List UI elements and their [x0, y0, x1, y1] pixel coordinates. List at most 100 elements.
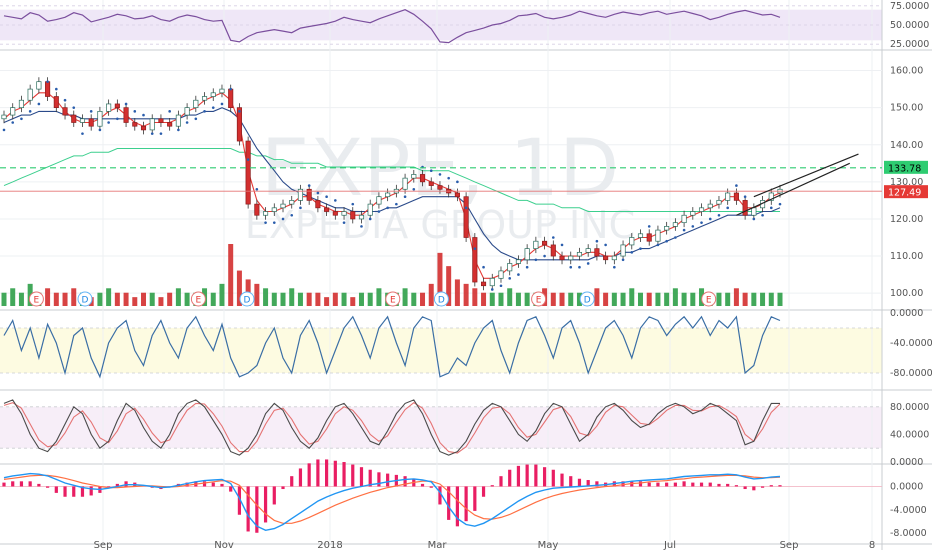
- candle-body: [123, 107, 129, 123]
- volume-bar: [725, 292, 731, 306]
- rsi-tick-label: 50.0000: [890, 20, 929, 31]
- sar-dot: [133, 110, 137, 113]
- candle-body: [219, 88, 225, 94]
- time-tick-label: Jul: [663, 540, 676, 550]
- macd-histogram-bar: [211, 482, 215, 487]
- volume-bar: [289, 288, 295, 306]
- candle-body: [751, 207, 757, 216]
- earnings-marker[interactable]: [701, 291, 717, 307]
- macd-histogram-bar: [316, 459, 320, 487]
- sar-dot: [395, 202, 398, 206]
- sar-dot: [107, 121, 110, 124]
- macd-histogram-bar: [45, 486, 50, 488]
- candle-body: [158, 118, 164, 123]
- macd-tick-label: -8.0000: [890, 528, 927, 539]
- macd-histogram-bar: [420, 483, 425, 487]
- candle-body: [367, 203, 373, 216]
- volume-bar: [481, 292, 487, 306]
- time-tick-label: Sep: [94, 540, 113, 550]
- sar-dot: [604, 243, 607, 247]
- macd-histogram-bar: [656, 482, 660, 487]
- dividend-marker[interactable]: [433, 291, 449, 307]
- price-tick-label: 100.00: [890, 288, 923, 299]
- sar-dot: [177, 128, 180, 132]
- volume-bar: [53, 292, 59, 306]
- sar-dot: [735, 184, 738, 187]
- candle-body: [97, 111, 103, 127]
- candle-body: [341, 211, 347, 216]
- candle-body: [271, 207, 277, 212]
- candle-body: [88, 118, 94, 127]
- volume-bar: [489, 292, 495, 306]
- candle-body: [324, 207, 330, 212]
- sar-dot: [665, 239, 668, 243]
- macd-histogram-bar: [682, 481, 686, 487]
- volume-bar: [498, 292, 504, 306]
- dividend-marker[interactable]: [579, 291, 595, 307]
- macd-histogram-bar: [342, 462, 346, 487]
- sar-dot: [656, 243, 660, 247]
- candle-body: [280, 203, 286, 209]
- volume-bar: [733, 288, 739, 306]
- event-marker-label: E: [706, 296, 712, 306]
- earnings-marker[interactable]: [28, 291, 44, 307]
- event-marker-label: E: [196, 296, 202, 306]
- sar-dot: [691, 225, 695, 228]
- candle-body: [690, 211, 696, 216]
- volume-bar: [751, 292, 757, 306]
- series: [1, 9, 783, 533]
- sar-dot: [194, 117, 198, 121]
- earnings-marker[interactable]: [531, 291, 547, 307]
- volume-bar: [550, 292, 556, 306]
- indicator-2-band: [0, 328, 882, 373]
- dividend-marker[interactable]: [77, 291, 93, 307]
- sar-dot: [586, 262, 590, 265]
- macd-histogram-bar: [246, 486, 250, 532]
- time-tick-label: Sep: [780, 540, 799, 550]
- indicator-2-tick-label: 0.0000: [890, 308, 923, 319]
- time-tick-label: May: [538, 540, 559, 550]
- sar-dot: [72, 106, 76, 109]
- sar-dot: [412, 187, 416, 191]
- sar-dot: [630, 251, 634, 254]
- sar-dot: [682, 228, 686, 232]
- sar-dot: [368, 217, 372, 221]
- sar-dot: [639, 247, 642, 250]
- macd-histogram-bar: [19, 481, 24, 487]
- volume-bar: [123, 292, 129, 306]
- macd-histogram-bar: [638, 481, 643, 487]
- sar-dot: [334, 199, 337, 202]
- macd-histogram-bar: [37, 483, 41, 487]
- event-marker-label: E: [536, 296, 542, 306]
- macd-histogram-bar: [534, 464, 538, 487]
- macd-signal-line: [3, 474, 781, 524]
- macd-histogram-bar: [54, 486, 58, 493]
- candle-body: [725, 192, 731, 201]
- macd-histogram-bar: [551, 469, 555, 487]
- volume-bar: [271, 292, 277, 306]
- candle-body: [62, 107, 68, 116]
- volume-bar: [210, 292, 216, 306]
- candle-body: [472, 237, 478, 283]
- macd-histogram-bar: [28, 481, 32, 487]
- sar-dot: [578, 265, 581, 269]
- volume-bar: [611, 292, 617, 306]
- sar-dot: [525, 265, 529, 269]
- event-marker-label: E: [34, 296, 40, 306]
- candle-body: [664, 226, 670, 231]
- earnings-marker[interactable]: [385, 291, 401, 307]
- volume-bar: [629, 288, 635, 306]
- sar-dot: [482, 265, 485, 269]
- macd-histogram-bar: [464, 486, 468, 522]
- candle-body: [376, 196, 382, 205]
- dividend-marker[interactable]: [239, 291, 255, 307]
- candle-body: [550, 244, 556, 257]
- macd-histogram-bar: [595, 481, 599, 487]
- volume-bar: [402, 288, 408, 306]
- earnings-marker[interactable]: [190, 291, 206, 307]
- sar-dot: [743, 195, 747, 198]
